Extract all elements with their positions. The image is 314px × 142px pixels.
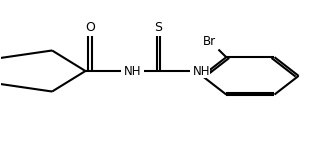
Text: S: S bbox=[154, 21, 163, 34]
Text: NH: NH bbox=[193, 64, 210, 78]
Text: O: O bbox=[85, 21, 95, 34]
Text: NH: NH bbox=[124, 64, 142, 78]
Text: Br: Br bbox=[203, 35, 216, 48]
